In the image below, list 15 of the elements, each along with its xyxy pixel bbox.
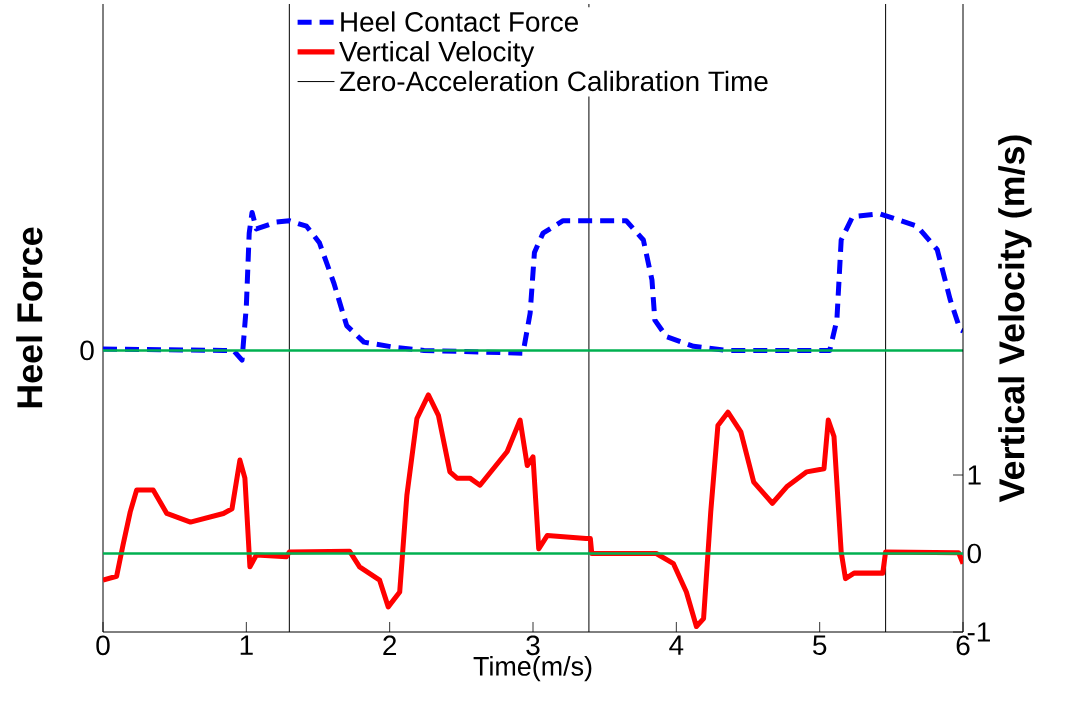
x-tick-label: 5	[813, 635, 827, 655]
y-axis-title: Heel Force	[16, 227, 43, 408]
text: Vertical Velocity	[339, 41, 535, 68]
annotation: 0	[80, 340, 94, 361]
y-tick-label: 0	[967, 543, 981, 564]
x-tick-label: 1	[240, 635, 253, 655]
legend-label: Heel Contact Force	[341, 11, 578, 32]
x-tick-label: 2	[383, 635, 397, 655]
y-tick-label: 1	[968, 465, 981, 485]
x-tick-label: 3	[526, 635, 540, 656]
x-axis-title: Time(m/s)	[473, 656, 592, 682]
ref-line-label: Zero-Acceleration Calibration Time	[339, 70, 768, 92]
x-tick-label: 4	[669, 635, 684, 655]
x-tick-label: 0	[96, 635, 110, 656]
y-axis-title: Vertical Velocity (m/s)	[998, 135, 1032, 503]
